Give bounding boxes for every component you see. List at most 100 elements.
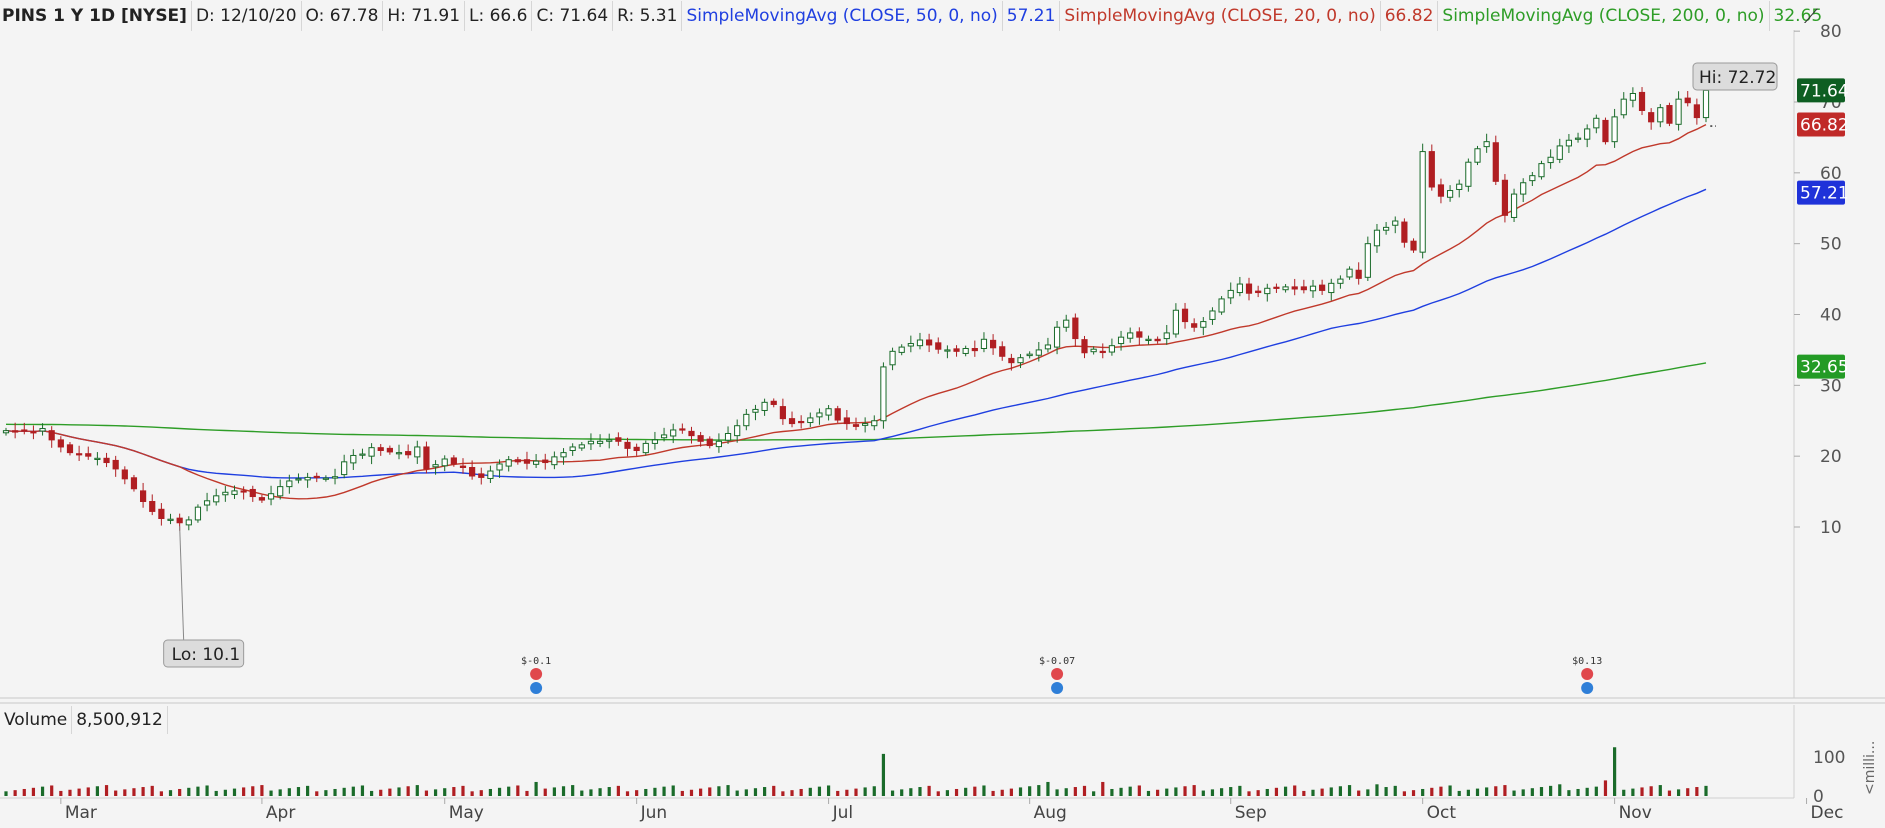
volume-bar: [689, 789, 694, 796]
candle-body: [1108, 345, 1116, 353]
volume-bar: [525, 790, 529, 796]
volume-bar: [1686, 788, 1690, 796]
volume-bar: [123, 789, 127, 796]
volume-bar: [918, 787, 922, 796]
volume-bar: [991, 790, 995, 796]
volume-bar: [95, 786, 99, 796]
candle-body: [395, 452, 403, 455]
candle-body: [414, 446, 421, 458]
volume-bar: [461, 785, 465, 796]
x-tick-label: Apr: [266, 803, 295, 823]
x-tick-label: Mar: [65, 803, 97, 823]
candle-body: [158, 508, 165, 519]
volume-bar: [1055, 789, 1059, 796]
candle-body: [578, 444, 585, 449]
candle-body: [642, 442, 649, 454]
volume-bar: [86, 787, 90, 796]
volume-bar: [1037, 785, 1041, 796]
drawing-tool-icon[interactable]: ⟋: [1804, 4, 1818, 28]
candle-body: [505, 459, 512, 467]
candle-body: [651, 439, 659, 444]
candle-body: [1401, 221, 1408, 243]
volume-bar: [552, 787, 556, 796]
candle-body: [322, 477, 329, 480]
candle-body: [1090, 348, 1097, 353]
range-readout: R: 5.31: [613, 1, 683, 31]
candle-body: [85, 453, 92, 457]
date-readout: D: 12/10/20: [192, 1, 302, 31]
candle-body: [514, 459, 521, 463]
candle-body: [523, 459, 531, 464]
sma200-badge-label: 32.65: [1800, 358, 1849, 378]
volume-bar: [753, 788, 758, 796]
volume-bar: [242, 787, 246, 796]
sma50-study-value: 57.21: [1003, 1, 1061, 31]
volume-bar: [223, 789, 227, 796]
candle-body: [1227, 289, 1234, 299]
volume-bar: [1073, 787, 1077, 796]
volume-bar: [369, 790, 374, 796]
volume-bar: [1421, 788, 1425, 796]
candle-body: [139, 490, 147, 502]
volume-bar: [781, 791, 785, 796]
candle-body: [30, 431, 37, 434]
sma50-badge-label: 57.21: [1800, 184, 1849, 204]
volume-bar: [251, 786, 255, 796]
volume-bar: [433, 789, 438, 796]
volume-bar: [269, 790, 273, 796]
volume-bar: [954, 788, 959, 796]
candle-body: [1584, 128, 1591, 140]
volume-bar: [653, 787, 657, 796]
volume-bar: [1384, 787, 1388, 796]
candle-body: [989, 339, 997, 349]
candle-body: [1154, 338, 1161, 342]
symbol-label[interactable]: PINS 1 Y 1D [NYSE]: [0, 1, 192, 31]
volume-bar: [68, 789, 72, 796]
candle-body: [1547, 156, 1554, 164]
candle-body: [816, 412, 823, 418]
candle-body: [1282, 286, 1289, 291]
earnings-info-icon: [530, 682, 543, 694]
candle-body: [1017, 357, 1024, 364]
candle-body: [1328, 282, 1335, 294]
candle-body: [962, 348, 969, 354]
candle-body: [743, 413, 750, 427]
volume-bar: [77, 788, 81, 796]
candle-body: [1648, 112, 1655, 123]
candle-body: [944, 349, 951, 352]
volume-bar: [598, 788, 602, 796]
volume-bar: [214, 790, 218, 796]
candle-body: [1373, 229, 1381, 247]
candle-body: [377, 447, 384, 451]
candle-body: [871, 420, 878, 427]
volume-bar: [424, 790, 429, 796]
candle-body: [304, 476, 311, 481]
volume-bar: [699, 788, 703, 796]
volume-bar: [1028, 786, 1032, 796]
volume-bar: [13, 790, 17, 796]
sma200-study-label[interactable]: SimpleMovingAvg (CLOSE, 200, 0, no): [1438, 1, 1770, 31]
candle-body: [660, 434, 668, 439]
candle-body: [624, 441, 631, 449]
sma20-study-label[interactable]: SimpleMovingAvg (CLOSE, 20, 0, no): [1060, 1, 1381, 31]
candle-body: [1236, 283, 1243, 294]
candle-body: [249, 488, 256, 498]
volume-bar: [516, 785, 520, 796]
candle-body: [1319, 284, 1326, 291]
volume-bar: [1201, 790, 1205, 796]
sma50-study-label[interactable]: SimpleMovingAvg (CLOSE, 50, 0, no): [682, 1, 1003, 31]
volume-bar: [443, 788, 447, 796]
close-readout: C: 71.64: [532, 1, 614, 31]
candle-body: [1574, 137, 1582, 140]
volume-bar: [854, 788, 858, 796]
candle-body: [633, 446, 640, 451]
volume-label[interactable]: Volume: [0, 706, 73, 734]
volume-tick-label: 0: [1813, 787, 1824, 807]
volume-bar: [4, 791, 8, 796]
volume-bar: [1466, 789, 1470, 796]
candle-body: [39, 428, 46, 432]
sma50-badge-box: [1797, 180, 1845, 205]
candle-body: [798, 420, 805, 424]
